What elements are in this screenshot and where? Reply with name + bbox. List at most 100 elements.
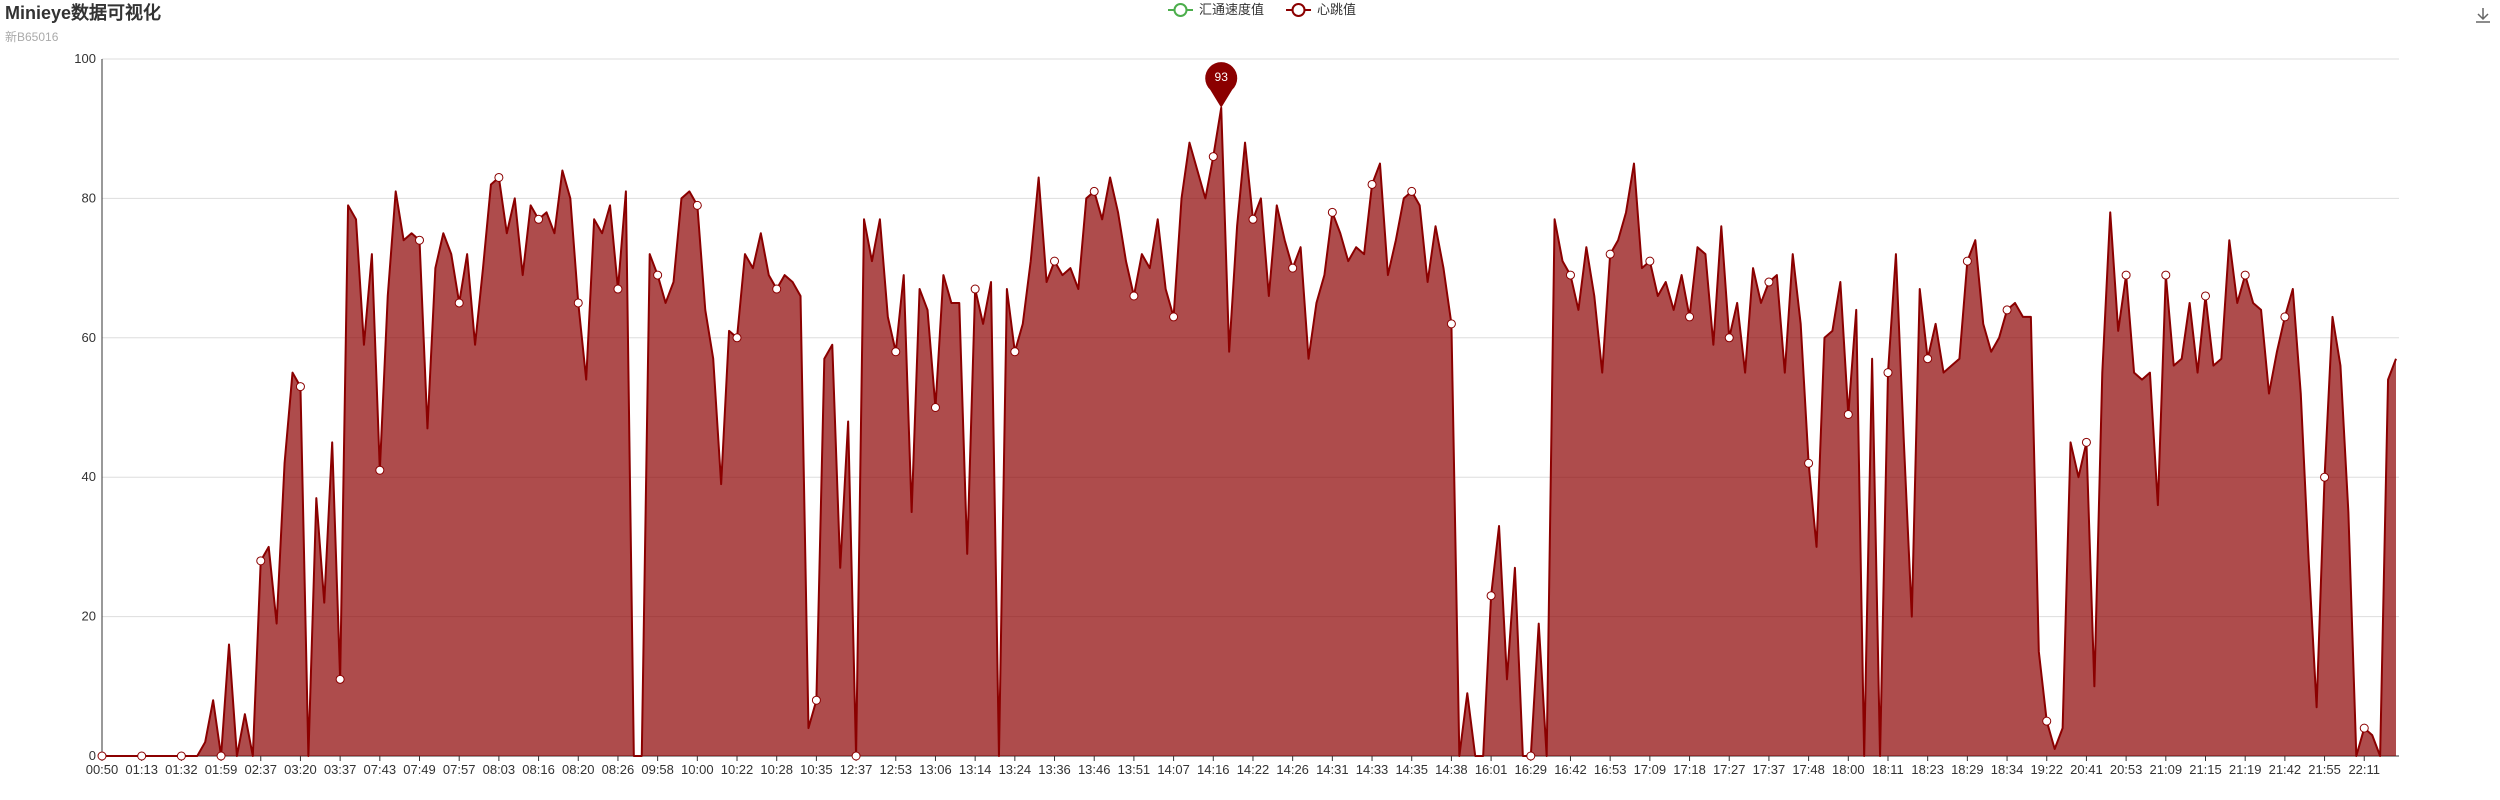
legend-symbol [1291,3,1306,17]
x-tick-label: 19:22 [2030,762,2063,777]
point [494,172,504,182]
max-pin [1205,62,1238,108]
x-tick-label: 10:22 [721,762,754,777]
point [1446,319,1456,329]
point [1764,277,1774,287]
point [1526,751,1536,761]
point [1327,207,1337,217]
x-tick-label: 16:01 [1475,762,1508,777]
point [137,751,147,761]
x-tick-label: 13:06 [919,762,952,777]
x-tick-label: 03:37 [324,762,357,777]
x-tick-label: 13:24 [999,762,1032,777]
x-tick-label: 08:26 [602,762,635,777]
point [1129,291,1139,301]
area [102,107,2396,757]
x-tick-label: 18:23 [1911,762,1944,777]
point [573,298,583,308]
point [970,284,980,294]
x-tick-label: 02:37 [244,762,277,777]
point [1565,270,1575,280]
point [1407,186,1417,196]
max-marker: 93 [1205,62,1238,108]
x-tick-label: 17:37 [1753,762,1786,777]
point [2280,312,2290,322]
point [454,298,464,308]
download-button[interactable] [2476,8,2490,23]
x-tick-label: 13:46 [1078,762,1111,777]
x-tick-label: 17:27 [1713,762,1746,777]
point [1248,214,1258,224]
x-tick-label: 03:20 [284,762,317,777]
x-tick-label: 10:35 [800,762,833,777]
x-tick-label: 01:32 [165,762,198,777]
point [335,674,345,684]
point [2240,270,2250,280]
max-label: 93 [1215,70,1229,84]
point [613,284,623,294]
x-tick-label: 16:29 [1515,762,1548,777]
legend-symbol [1173,3,1188,17]
legend-item[interactable]: 心跳值 [1286,2,1356,17]
x-tick-label: 14:31 [1316,762,1349,777]
x-tick-label: 21:15 [2189,762,2222,777]
x-tick-label: 00:50 [86,762,119,777]
x-tick-label: 14:26 [1276,762,1309,777]
point [1605,249,1615,259]
point [1645,256,1655,266]
chart-title: Minieye数据可视化 [5,2,161,23]
point [1962,256,1972,266]
x-tick-label: 16:53 [1594,762,1627,777]
point [891,347,901,357]
point [851,751,861,761]
point [2359,723,2369,733]
x-tick-label: 18:11 [1872,762,1904,777]
x-tick-label: 21:55 [2308,762,2341,777]
point [1208,152,1218,162]
x-tick-label: 10:00 [681,762,714,777]
download-icon[interactable] [2476,8,2490,23]
point [256,556,266,566]
legend-label: 汇通速度值 [1199,2,1264,17]
x-tick-label: 16:42 [1554,762,1587,777]
point [1923,354,1933,364]
x-tick-label: 08:03 [483,762,516,777]
x-tick-label: 12:37 [840,762,873,777]
legend-item[interactable]: 汇通速度值 [1168,2,1264,17]
x-tick-label: 14:38 [1435,762,1468,777]
x-tick-label: 22:11 [2348,762,2380,777]
point [2121,270,2131,280]
point [2320,472,2330,482]
point [1724,333,1734,343]
point [415,235,425,245]
x-tick-label: 20:53 [2110,762,2143,777]
x-tick-label: 13:51 [1118,762,1151,777]
point [1050,256,1060,266]
x-tick-label: 18:34 [1991,762,2024,777]
point [772,284,782,294]
x-tick-label: 13:14 [959,762,992,777]
point [1685,312,1695,322]
point [1804,458,1814,468]
x-tick-label: 10:28 [760,762,793,777]
y-tick-label: 20 [82,609,96,624]
x-tick-label: 07:57 [443,762,476,777]
y-tick-label: 100 [74,51,96,66]
x-tick-label: 21:42 [2269,762,2302,777]
x-tick-label: 14:16 [1197,762,1230,777]
point [1169,312,1179,322]
point [1010,347,1020,357]
point [1089,186,1099,196]
point [1367,179,1377,189]
point [176,751,186,761]
x-tick-label: 14:33 [1356,762,1389,777]
point [2042,716,2052,726]
chart-subtitle: 新B65016 [5,29,59,44]
point [216,751,226,761]
x-tick-label: 08:16 [522,762,555,777]
x-tick-label: 17:09 [1634,762,1667,777]
x-tick-label: 17:48 [1792,762,1825,777]
x-tick-label: 14:22 [1237,762,1270,777]
x-tick-label: 21:09 [2150,762,2183,777]
